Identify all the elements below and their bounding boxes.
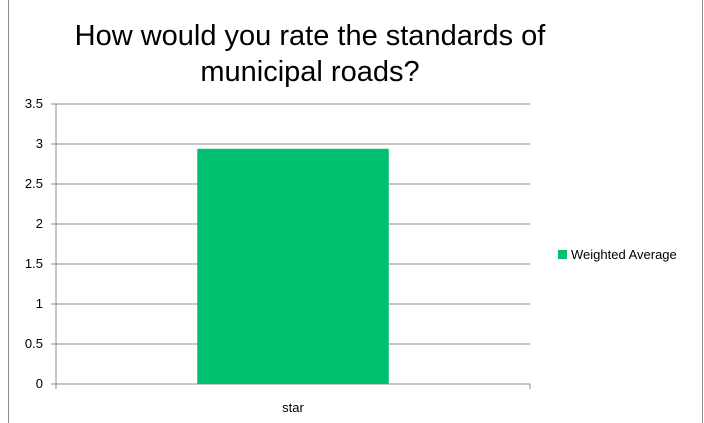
y-tick-label: 1.5	[25, 256, 43, 271]
y-tick-label: 0	[36, 376, 43, 391]
y-tick-label: 1	[36, 296, 43, 311]
x-tick-label: star	[282, 400, 304, 415]
y-tick-label: 2	[36, 216, 43, 231]
bar	[197, 148, 389, 384]
chart-title: How would you rate the standards of muni…	[74, 20, 546, 88]
y-tick-label: 0.5	[25, 336, 43, 351]
legend-swatch	[558, 250, 567, 259]
legend: Weighted Average	[558, 247, 677, 262]
legend-label: Weighted Average	[571, 247, 677, 262]
y-tick-label: 3	[36, 136, 43, 151]
y-tick-label: 3.5	[25, 96, 43, 111]
y-tick-label: 2.5	[25, 176, 43, 191]
